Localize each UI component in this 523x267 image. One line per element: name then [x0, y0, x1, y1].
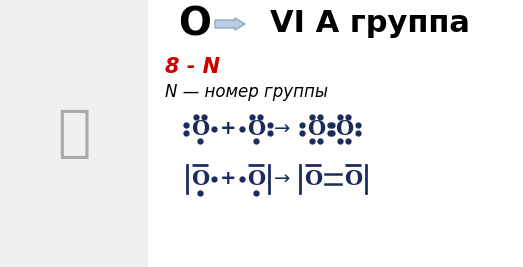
Text: O: O	[335, 119, 353, 139]
Text: →: →	[274, 170, 290, 189]
Text: O: O	[344, 169, 362, 189]
Text: 🖼: 🖼	[58, 107, 90, 161]
FancyArrow shape	[215, 18, 245, 30]
Text: 8 - N: 8 - N	[165, 57, 220, 77]
Text: O: O	[191, 169, 209, 189]
Text: O: O	[304, 169, 322, 189]
Text: O: O	[191, 119, 209, 139]
Text: →: →	[274, 120, 290, 139]
Text: O: O	[247, 169, 265, 189]
Text: +: +	[220, 120, 236, 139]
Text: VI A группа: VI A группа	[270, 10, 470, 38]
Text: O: O	[247, 119, 265, 139]
Text: +: +	[220, 170, 236, 189]
Bar	[0, 0, 148, 267]
Text: O: O	[307, 119, 325, 139]
Text: N — номер группы: N — номер группы	[165, 83, 328, 101]
Text: O: O	[178, 5, 211, 43]
